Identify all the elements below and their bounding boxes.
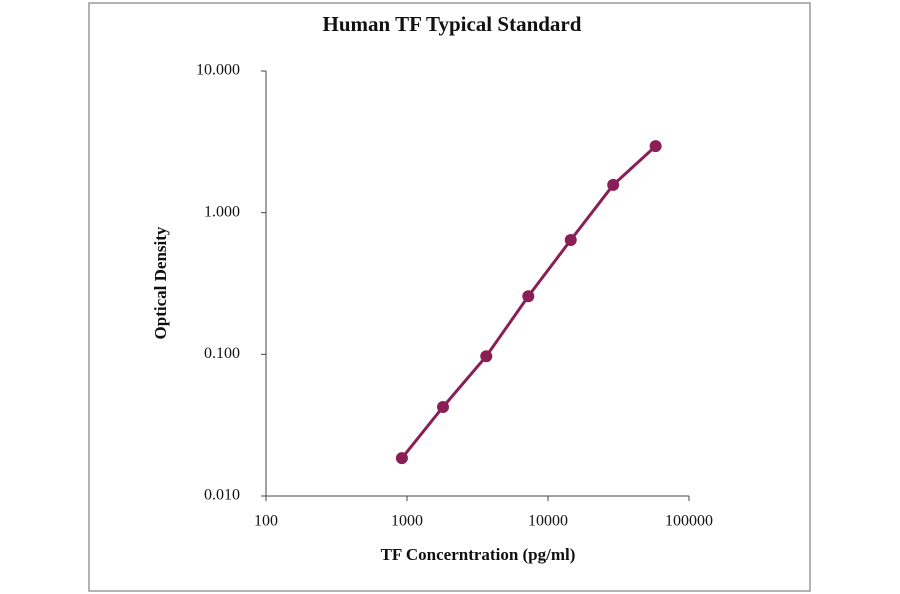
- data-point: [522, 290, 535, 303]
- x-tick-label: 100000: [665, 513, 713, 530]
- y-tick-label: 0.100: [204, 345, 240, 362]
- y-axis-label: Optical Density: [151, 226, 170, 339]
- data-point: [607, 178, 620, 191]
- data-point: [395, 452, 408, 465]
- data-point: [480, 350, 493, 363]
- data-point: [436, 400, 449, 413]
- x-tick-label: 10000: [528, 513, 568, 530]
- x-tick-label: 100: [254, 513, 278, 530]
- data-point: [564, 234, 577, 247]
- x-tick-label: 1000: [391, 513, 423, 530]
- y-tick-label: 10.000: [196, 62, 240, 79]
- chart-frame: [88, 2, 811, 592]
- y-tick-label: 0.010: [204, 487, 240, 504]
- chart-title: Human TF Typical Standard: [323, 12, 582, 36]
- data-point: [649, 140, 662, 153]
- y-tick-label: 1.000: [204, 203, 240, 220]
- x-axis-label: TF Concerntration (pg/ml): [381, 545, 576, 564]
